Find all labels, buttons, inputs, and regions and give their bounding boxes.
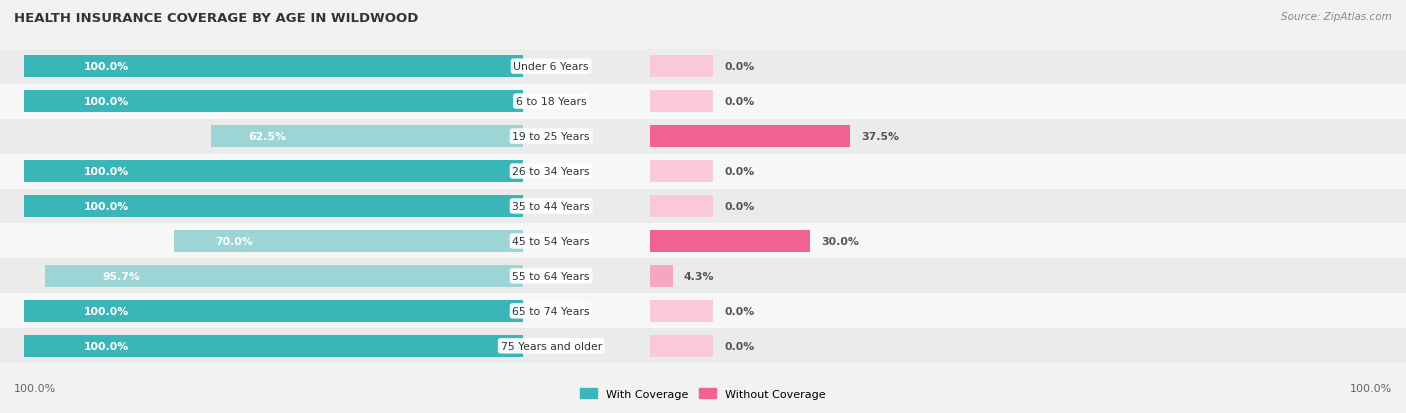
Bar xyxy=(650,230,810,252)
Bar xyxy=(650,126,849,147)
Bar xyxy=(650,300,713,322)
Bar xyxy=(0,50,1406,84)
Text: 55 to 64 Years: 55 to 64 Years xyxy=(512,271,591,281)
Text: 62.5%: 62.5% xyxy=(249,132,287,142)
Text: 35 to 44 Years: 35 to 44 Years xyxy=(512,202,591,211)
Text: 70.0%: 70.0% xyxy=(215,236,253,247)
Bar xyxy=(24,335,523,357)
Text: 75 Years and older: 75 Years and older xyxy=(501,341,602,351)
Bar xyxy=(24,56,523,78)
Bar xyxy=(24,91,523,113)
Bar xyxy=(24,196,523,217)
Text: 0.0%: 0.0% xyxy=(724,202,755,211)
Bar xyxy=(650,91,713,113)
Text: 37.5%: 37.5% xyxy=(860,132,900,142)
Bar xyxy=(24,300,523,322)
Text: 6 to 18 Years: 6 to 18 Years xyxy=(516,97,586,107)
Text: Source: ZipAtlas.com: Source: ZipAtlas.com xyxy=(1281,12,1392,22)
Bar xyxy=(0,329,1406,363)
Text: 0.0%: 0.0% xyxy=(724,166,755,177)
Text: 100.0%: 100.0% xyxy=(84,166,129,177)
Text: 65 to 74 Years: 65 to 74 Years xyxy=(512,306,591,316)
Text: 100.0%: 100.0% xyxy=(84,62,129,72)
Text: 100.0%: 100.0% xyxy=(14,383,56,393)
Legend: With Coverage, Without Coverage: With Coverage, Without Coverage xyxy=(576,384,830,404)
Text: HEALTH INSURANCE COVERAGE BY AGE IN WILDWOOD: HEALTH INSURANCE COVERAGE BY AGE IN WILD… xyxy=(14,12,419,25)
Bar xyxy=(0,84,1406,119)
Bar xyxy=(0,154,1406,189)
Text: 0.0%: 0.0% xyxy=(724,62,755,72)
Bar xyxy=(0,294,1406,329)
Text: Under 6 Years: Under 6 Years xyxy=(513,62,589,72)
Bar xyxy=(24,161,523,183)
Bar xyxy=(650,266,672,287)
Bar xyxy=(0,119,1406,154)
Text: 19 to 25 Years: 19 to 25 Years xyxy=(512,132,591,142)
Bar xyxy=(650,56,713,78)
Bar xyxy=(174,230,523,252)
Text: 4.3%: 4.3% xyxy=(683,271,714,281)
Bar xyxy=(0,189,1406,224)
Text: 100.0%: 100.0% xyxy=(84,97,129,107)
Text: 100.0%: 100.0% xyxy=(1350,383,1392,393)
Bar xyxy=(650,196,713,217)
Text: 100.0%: 100.0% xyxy=(84,202,129,211)
Text: 0.0%: 0.0% xyxy=(724,306,755,316)
Text: 95.7%: 95.7% xyxy=(103,271,141,281)
Bar xyxy=(650,161,713,183)
Bar xyxy=(650,335,713,357)
Text: 45 to 54 Years: 45 to 54 Years xyxy=(512,236,591,247)
Bar xyxy=(0,259,1406,294)
Bar xyxy=(0,224,1406,259)
Text: 100.0%: 100.0% xyxy=(84,341,129,351)
Text: 30.0%: 30.0% xyxy=(821,236,859,247)
Bar xyxy=(45,266,523,287)
Bar xyxy=(211,126,523,147)
Text: 100.0%: 100.0% xyxy=(84,306,129,316)
Text: 26 to 34 Years: 26 to 34 Years xyxy=(512,166,591,177)
Text: 0.0%: 0.0% xyxy=(724,341,755,351)
Text: 0.0%: 0.0% xyxy=(724,97,755,107)
